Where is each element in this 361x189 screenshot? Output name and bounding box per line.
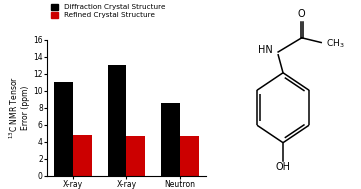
Bar — [161, 104, 180, 176]
Y-axis label: $^{13}$C NMR Tensor
Error (ppm): $^{13}$C NMR Tensor Error (ppm) — [8, 76, 30, 139]
Text: HN: HN — [258, 45, 273, 55]
Bar — [126, 136, 145, 176]
Bar — [73, 135, 92, 176]
Text: O: O — [298, 9, 305, 19]
Bar — [54, 82, 73, 176]
Legend: Diffraction Crystal Structure, Refined Crystal Structure: Diffraction Crystal Structure, Refined C… — [51, 4, 165, 18]
Bar — [180, 136, 199, 176]
Text: CH$_3$: CH$_3$ — [326, 37, 344, 50]
Text: OH: OH — [275, 162, 291, 172]
Bar — [108, 65, 126, 176]
